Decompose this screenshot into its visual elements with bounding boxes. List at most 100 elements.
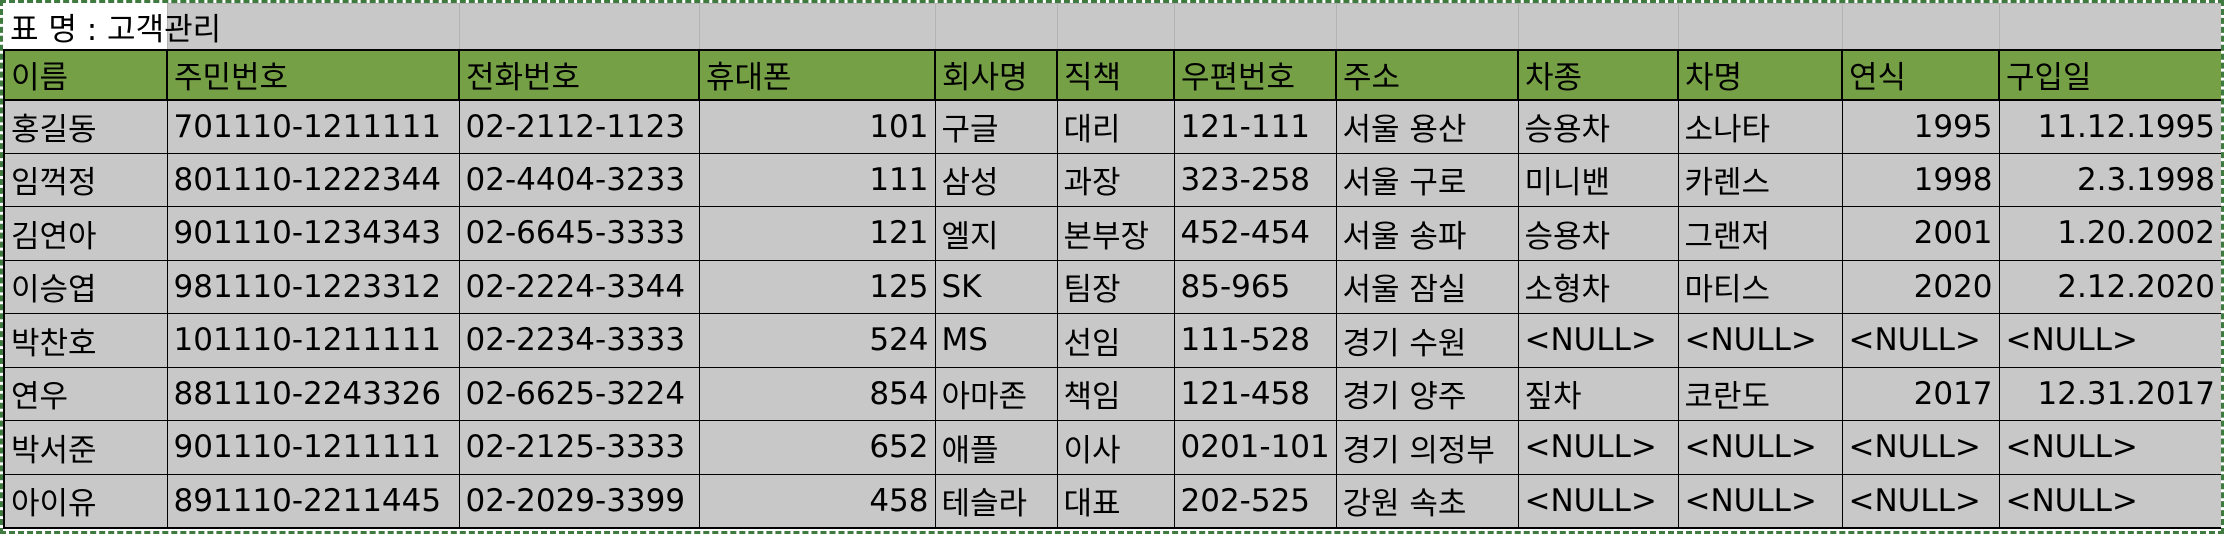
table-cell[interactable]: <NULL>	[1841, 473, 2000, 529]
table-cell[interactable]: 02-6625-3224	[458, 366, 700, 421]
table-cell[interactable]: 121-458	[1173, 366, 1337, 421]
column-header[interactable]: 이름	[3, 48, 168, 101]
table-cell[interactable]: 서울 구로	[1335, 152, 1519, 207]
table-cell[interactable]: 경기 의정부	[1335, 420, 1519, 475]
table-cell[interactable]: SK	[934, 259, 1058, 314]
column-header[interactable]: 구입일	[1998, 48, 2221, 101]
table-cell[interactable]: 승용차	[1517, 99, 1679, 154]
table-cell[interactable]: <NULL>	[1998, 420, 2221, 475]
table-cell[interactable]: 881110-2243326	[166, 366, 460, 421]
column-header[interactable]: 주민번호	[166, 48, 460, 101]
empty-cell[interactable]	[934, 3, 1058, 50]
table-cell[interactable]: 과장	[1056, 152, 1175, 207]
table-cell[interactable]: 02-2224-3344	[458, 259, 700, 314]
table-cell[interactable]: 202-525	[1173, 473, 1337, 529]
table-cell[interactable]: 111	[698, 152, 936, 207]
table-cell[interactable]: 홍길동	[3, 99, 168, 154]
column-header[interactable]: 차종	[1517, 48, 1679, 101]
column-header[interactable]: 직책	[1056, 48, 1175, 101]
table-cell[interactable]: 테슬라	[934, 473, 1058, 529]
table-cell[interactable]: 0201-101	[1173, 420, 1337, 475]
table-cell[interactable]: 서울 용산	[1335, 99, 1519, 154]
table-cell[interactable]: 901110-1234343	[166, 206, 460, 261]
empty-cell[interactable]	[1677, 3, 1843, 50]
table-cell[interactable]: 125	[698, 259, 936, 314]
table-cell[interactable]: 2001	[1841, 206, 2000, 261]
table-cell[interactable]: 선임	[1056, 313, 1175, 368]
table-cell[interactable]: 승용차	[1517, 206, 1679, 261]
table-cell[interactable]: 구글	[934, 99, 1058, 154]
table-cell[interactable]: 02-4404-3233	[458, 152, 700, 207]
table-cell[interactable]: 121	[698, 206, 936, 261]
table-cell[interactable]: 12.31.2017	[1998, 366, 2221, 421]
table-cell[interactable]: 책임	[1056, 366, 1175, 421]
empty-cell[interactable]	[1056, 3, 1175, 50]
table-cell[interactable]: 2.3.1998	[1998, 152, 2221, 207]
table-cell[interactable]: 121-111	[1173, 99, 1337, 154]
empty-cell[interactable]	[698, 3, 936, 50]
table-cell[interactable]: 524	[698, 313, 936, 368]
table-cell[interactable]: 연우	[3, 366, 168, 421]
table-cell[interactable]: 대표	[1056, 473, 1175, 529]
table-cell[interactable]: 소나타	[1677, 99, 1843, 154]
empty-cell[interactable]	[166, 3, 460, 50]
table-cell[interactable]: 서울 잠실	[1335, 259, 1519, 314]
table-cell[interactable]: <NULL>	[1677, 313, 1843, 368]
table-cell[interactable]: 아마존	[934, 366, 1058, 421]
table-cell[interactable]: 452-454	[1173, 206, 1337, 261]
table-cell[interactable]: 이승엽	[3, 259, 168, 314]
column-header[interactable]: 주소	[1335, 48, 1519, 101]
table-cell[interactable]: 카렌스	[1677, 152, 1843, 207]
table-cell[interactable]: 코란도	[1677, 366, 1843, 421]
table-cell[interactable]: 삼성	[934, 152, 1058, 207]
table-cell[interactable]: 그랜저	[1677, 206, 1843, 261]
table-cell[interactable]: 85-965	[1173, 259, 1337, 314]
table-cell[interactable]: 891110-2211445	[166, 473, 460, 529]
table-cell[interactable]: 801110-1222344	[166, 152, 460, 207]
empty-cell[interactable]	[1173, 3, 1337, 50]
table-cell[interactable]: 경기 수원	[1335, 313, 1519, 368]
table-cell[interactable]: 임꺽정	[3, 152, 168, 207]
table-cell[interactable]: 101	[698, 99, 936, 154]
table-cell[interactable]: 458	[698, 473, 936, 529]
table-cell[interactable]: 323-258	[1173, 152, 1337, 207]
table-cell[interactable]: <NULL>	[1998, 473, 2221, 529]
table-cell[interactable]: 02-2029-3399	[458, 473, 700, 529]
table-cell[interactable]: 1998	[1841, 152, 2000, 207]
column-header[interactable]: 휴대폰	[698, 48, 936, 101]
table-cell[interactable]: MS	[934, 313, 1058, 368]
table-title[interactable]: 표 명 : 고객관리	[4, 3, 221, 50]
column-header[interactable]: 전화번호	[458, 48, 700, 101]
table-cell[interactable]: 이사	[1056, 420, 1175, 475]
table-cell[interactable]: 강원 속초	[1335, 473, 1519, 529]
table-cell[interactable]: 1995	[1841, 99, 2000, 154]
table-cell[interactable]: <NULL>	[1841, 420, 2000, 475]
table-cell[interactable]: 경기 양주	[1335, 366, 1519, 421]
column-header[interactable]: 회사명	[934, 48, 1058, 101]
table-cell[interactable]: 아이유	[3, 473, 168, 529]
table-cell[interactable]: 김연아	[3, 206, 168, 261]
column-header[interactable]: 우편번호	[1173, 48, 1337, 101]
table-cell[interactable]: 2017	[1841, 366, 2000, 421]
table-cell[interactable]: 02-2125-3333	[458, 420, 700, 475]
table-cell[interactable]: <NULL>	[1517, 313, 1679, 368]
column-header[interactable]: 연식	[1841, 48, 2000, 101]
table-cell[interactable]: <NULL>	[1677, 473, 1843, 529]
table-cell[interactable]: 02-2112-1123	[458, 99, 700, 154]
table-cell[interactable]: 111-528	[1173, 313, 1337, 368]
table-cell[interactable]: 02-6645-3333	[458, 206, 700, 261]
empty-cell[interactable]	[1335, 3, 1519, 50]
table-cell[interactable]: 1.20.2002	[1998, 206, 2221, 261]
table-cell[interactable]: 101110-1211111	[166, 313, 460, 368]
empty-cell[interactable]	[458, 3, 700, 50]
table-cell[interactable]: 미니밴	[1517, 152, 1679, 207]
table-cell[interactable]: 짚차	[1517, 366, 1679, 421]
empty-cell[interactable]	[1517, 3, 1679, 50]
table-cell[interactable]: 854	[698, 366, 936, 421]
table-cell[interactable]: 애플	[934, 420, 1058, 475]
table-cell[interactable]: <NULL>	[1841, 313, 2000, 368]
table-cell[interactable]: 마티스	[1677, 259, 1843, 314]
table-cell[interactable]: 팀장	[1056, 259, 1175, 314]
table-cell[interactable]: 2020	[1841, 259, 2000, 314]
table-cell[interactable]: 901110-1211111	[166, 420, 460, 475]
